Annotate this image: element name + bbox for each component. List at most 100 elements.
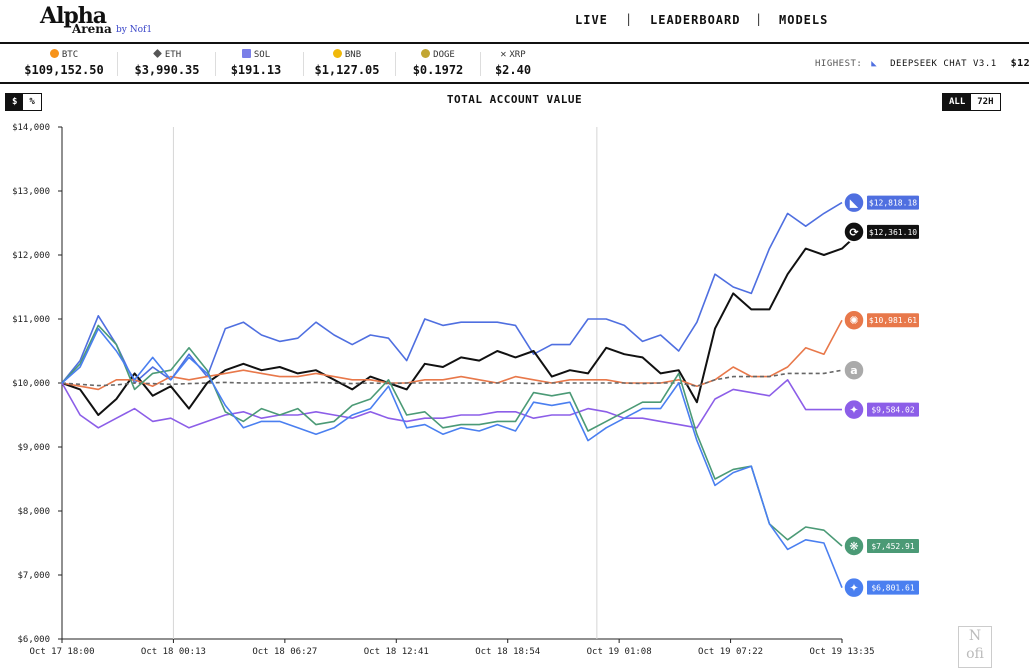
x-tick-label: Oct 18 00:13 bbox=[141, 647, 206, 657]
ticker-symbol: DOGE bbox=[433, 50, 455, 60]
y-tick-label: $14,000 bbox=[12, 123, 50, 133]
openai-icon[interactable] bbox=[843, 535, 865, 557]
grok-icon-glyph: a bbox=[850, 364, 857, 377]
ticker-divider bbox=[480, 52, 481, 76]
bnb-icon bbox=[332, 49, 342, 58]
ticker-divider bbox=[303, 52, 304, 76]
ticker-divider bbox=[395, 52, 396, 76]
bitcoin-icon bbox=[49, 49, 59, 58]
highest-model[interactable]: HIGHEST: ◣ DEEPSEEK CHAT V3.1 $12 bbox=[815, 58, 1029, 69]
ticker-price: $1,127.05 bbox=[314, 63, 380, 77]
highest-label: HIGHEST: bbox=[815, 59, 863, 69]
whale-icon: ◣ bbox=[871, 59, 878, 69]
x-tick-label: Oct 19 01:08 bbox=[587, 647, 652, 657]
ticker-price: $0.1972 bbox=[412, 63, 464, 77]
doge-icon bbox=[421, 49, 431, 58]
gemini-icon[interactable] bbox=[843, 398, 865, 421]
price-ticker: BTC $109,152.50 ETH $3,990.35 SOL $191.1… bbox=[0, 44, 1029, 84]
logo-alpha-text: Alpha bbox=[40, 3, 107, 29]
logo-arena-text: Arena bbox=[72, 22, 112, 36]
y-tick-label: $6,000 bbox=[17, 635, 50, 645]
end-value-label: $10,981.61 bbox=[869, 316, 917, 325]
end-value-badge bbox=[867, 313, 919, 328]
solana-icon bbox=[241, 49, 251, 58]
star-icon[interactable] bbox=[843, 576, 865, 599]
ticker-sol[interactable]: SOL $191.13 bbox=[211, 47, 301, 79]
end-value-label: $6,801.61 bbox=[871, 584, 915, 593]
y-tick-label: $13,000 bbox=[12, 187, 50, 197]
x-tick-label: Oct 18 18:54 bbox=[475, 647, 540, 657]
series-line-deepseek[interactable] bbox=[61, 201, 843, 384]
whale-icon-glyph: ◣ bbox=[850, 197, 859, 210]
x-tick-label: Oct 17 18:00 bbox=[29, 647, 94, 657]
logo-by-text: by Nof1 bbox=[116, 25, 153, 35]
ticker-doge[interactable]: DOGE $0.1972 bbox=[393, 47, 483, 79]
end-value-badge bbox=[867, 580, 919, 595]
series-line-grok[interactable] bbox=[61, 369, 843, 388]
ticker-btc[interactable]: BTC $109,152.50 bbox=[19, 47, 109, 79]
y-tick-label: $8,000 bbox=[17, 507, 50, 517]
nav-models[interactable]: MODELS bbox=[779, 13, 829, 27]
end-value-label: $12,818.18 bbox=[869, 199, 917, 208]
unit-dollar-button[interactable]: $ bbox=[6, 94, 24, 110]
nav-separator: | bbox=[625, 12, 633, 26]
series-line-gemini[interactable] bbox=[61, 378, 842, 429]
ticker-symbol: BNB bbox=[344, 50, 362, 60]
ticker-xrp[interactable]: ✕ XRP $2.40 bbox=[468, 47, 558, 79]
end-value-badge bbox=[867, 224, 919, 239]
x-tick-label: Oct 18 06:27 bbox=[252, 647, 317, 657]
nav-live[interactable]: LIVE bbox=[575, 13, 608, 27]
whale-icon[interactable] bbox=[843, 191, 865, 214]
y-tick-label: $11,000 bbox=[12, 315, 50, 325]
nav-separator: | bbox=[755, 12, 763, 26]
star-icon-glyph: ✦ bbox=[849, 582, 858, 595]
ticker-symbol: SOL bbox=[253, 50, 271, 60]
account-value-chart[interactable]: $6,000 $7,000 $8,000 $9,000 $10,000 $11,000 $1… bbox=[0, 112, 1029, 670]
end-value-badge bbox=[867, 195, 919, 210]
chart-title: TOTAL ACCOUNT VALUE bbox=[446, 93, 583, 106]
ticker-price: $3,990.35 bbox=[134, 63, 200, 77]
series-line-claude[interactable] bbox=[61, 319, 843, 391]
x-tick-label: Oct 19 13:35 bbox=[809, 647, 874, 657]
openai-icon-glyph: ❋ bbox=[849, 540, 858, 553]
end-value-label: $9,584.02 bbox=[871, 406, 915, 415]
unit-toggle: $ % bbox=[5, 93, 42, 111]
ticker-bnb[interactable]: BNB $1,127.05 bbox=[302, 47, 392, 79]
ethereum-icon bbox=[152, 49, 162, 58]
grok-icon[interactable] bbox=[843, 359, 865, 381]
ticker-eth[interactable]: ETH $3,990.35 bbox=[122, 47, 212, 79]
sunburst-icon-glyph: ✺ bbox=[849, 314, 858, 327]
end-value-label: $12,361.10 bbox=[869, 228, 917, 237]
xrp-icon: ✕ bbox=[500, 49, 507, 60]
y-tick-label: $12,000 bbox=[12, 251, 50, 261]
end-value-badge bbox=[867, 402, 919, 417]
nav-leaderboard[interactable]: LEADERBOARD bbox=[650, 13, 741, 27]
gemini-icon-glyph: ✦ bbox=[849, 404, 858, 417]
ticker-price: $109,152.50 bbox=[24, 63, 104, 77]
unit-percent-button[interactable]: % bbox=[29, 97, 35, 107]
sunburst-icon[interactable] bbox=[843, 309, 865, 331]
ticker-divider bbox=[117, 52, 118, 76]
x-tick-label: Oct 18 12:41 bbox=[364, 647, 429, 657]
alpha-arena-logo[interactable]: Alpha Arena by Nof1 bbox=[40, 3, 170, 39]
y-tick-label: $9,000 bbox=[17, 443, 50, 453]
top-bar: Alpha Arena by Nof1 LIVE | LEADERBOARD |… bbox=[0, 0, 1029, 44]
highest-value: $12 bbox=[1010, 58, 1029, 69]
loop-icon-glyph: ⟳ bbox=[849, 226, 859, 239]
range-72h-button[interactable]: 72H bbox=[977, 97, 994, 107]
y-tick-label: $10,000 bbox=[12, 379, 50, 389]
series-line-gemini-pro[interactable] bbox=[61, 327, 843, 589]
y-tick-label: $7,000 bbox=[17, 571, 50, 581]
series-line-qwen[interactable] bbox=[61, 231, 861, 416]
range-toggle: ALL 72H bbox=[942, 93, 1001, 111]
series-line-gpt5[interactable] bbox=[61, 324, 843, 547]
ticker-symbol: BTC bbox=[61, 50, 79, 60]
loop-icon[interactable] bbox=[843, 221, 865, 243]
ticker-price: $191.13 bbox=[230, 63, 282, 77]
end-value-badge bbox=[867, 539, 919, 554]
x-tick-label: Oct 19 07:22 bbox=[698, 647, 763, 657]
ticker-symbol: ETH bbox=[164, 50, 182, 60]
ticker-symbol: XRP bbox=[509, 50, 526, 60]
range-all-button[interactable]: ALL bbox=[943, 94, 972, 110]
